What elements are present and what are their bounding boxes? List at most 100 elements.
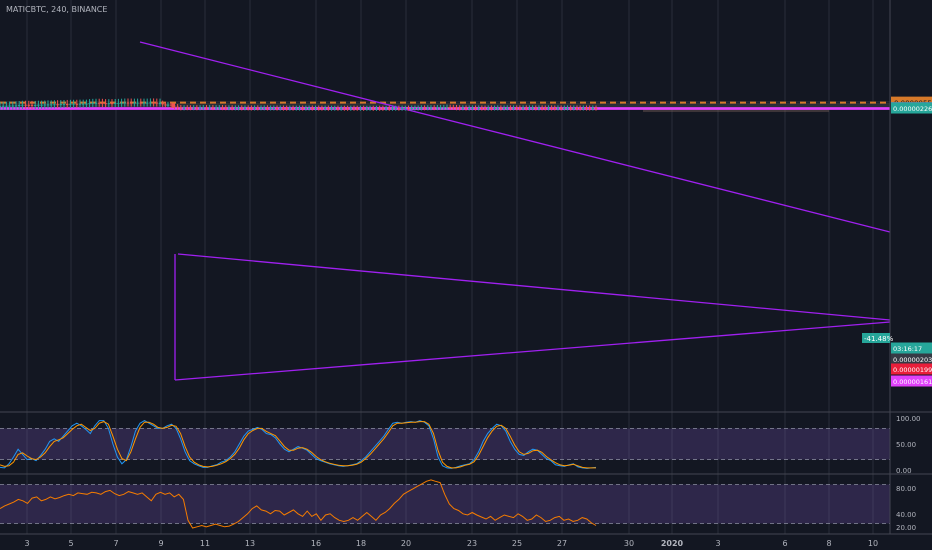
candle-body <box>512 107 515 109</box>
candle-body <box>493 107 496 109</box>
candle-body <box>189 107 192 109</box>
stoch-k-line <box>0 420 597 469</box>
candle-body <box>243 107 247 109</box>
osc-tick-label: 40.00 <box>896 511 916 519</box>
osc-tick-label: 50.00 <box>896 441 916 449</box>
candle-body <box>107 103 110 105</box>
candle-body <box>464 107 468 109</box>
candle-body <box>327 108 330 110</box>
rsi-line <box>0 479 597 529</box>
candle-body <box>256 107 259 109</box>
trend-line[interactable] <box>174 321 891 381</box>
candle-body <box>246 107 250 109</box>
candle-body <box>240 107 243 109</box>
candle-body <box>142 102 146 104</box>
trend-line[interactable] <box>177 253 891 321</box>
x-tick-label: 3 <box>24 539 29 548</box>
x-tick-label: 2020 <box>661 539 684 548</box>
candle-body <box>114 102 117 104</box>
candle-body <box>8 105 11 107</box>
candle-body <box>5 105 8 107</box>
candle-body <box>496 107 499 109</box>
stop-zone[interactable] <box>643 108 829 113</box>
candle-body <box>176 106 179 108</box>
candle-body <box>518 107 522 109</box>
candle-body <box>182 107 186 109</box>
candle-body <box>528 107 531 109</box>
trend-line[interactable] <box>139 41 891 233</box>
candle-body <box>43 104 46 106</box>
candle-body <box>237 107 240 109</box>
candle-body <box>413 107 417 109</box>
candle-body <box>349 108 352 110</box>
candle-body <box>133 102 136 104</box>
candle-body <box>66 103 69 105</box>
candle-body <box>2 105 5 107</box>
candle-body <box>487 107 490 109</box>
candle-body <box>72 103 75 105</box>
candle-body <box>164 104 167 106</box>
candle-body <box>227 107 231 109</box>
x-tick-label: 6 <box>782 539 787 548</box>
candle-body <box>98 102 101 104</box>
candle-body <box>158 103 162 105</box>
candle-body <box>186 107 189 109</box>
candle-body <box>458 107 461 109</box>
candle-body <box>0 105 2 107</box>
x-tick-label: 20 <box>401 539 411 548</box>
candle-body <box>397 108 401 110</box>
candle-body <box>499 107 503 109</box>
candle-body <box>202 107 205 109</box>
oscillators <box>0 420 597 529</box>
candle-body <box>515 107 518 109</box>
candle-body <box>85 103 88 105</box>
candle-body <box>455 107 458 109</box>
candle-body <box>161 103 164 105</box>
x-tick-label: 10 <box>868 539 878 548</box>
candle-body <box>170 104 173 106</box>
candle-body <box>179 107 183 109</box>
candle-body <box>198 107 202 109</box>
candles <box>0 98 598 111</box>
candle-body <box>378 108 381 110</box>
candle-body <box>166 104 170 106</box>
candle-body <box>585 107 588 109</box>
candle-body <box>471 107 474 109</box>
candle-body <box>359 108 362 110</box>
candle-body <box>594 107 598 109</box>
candle-body <box>544 107 547 109</box>
price-axis[interactable] <box>890 0 932 550</box>
candle-body <box>37 104 40 106</box>
price-label: 03:16:17 <box>893 345 922 353</box>
drawing-lines[interactable] <box>0 41 891 381</box>
candle-body <box>75 103 78 105</box>
osc-tick-label: 100.00 <box>896 415 921 423</box>
candle-body <box>301 108 304 110</box>
stoch-d-line <box>0 421 596 469</box>
candle-body <box>30 104 34 106</box>
candle-body <box>298 108 301 110</box>
candle-body <box>27 104 30 106</box>
candle-body <box>149 102 152 104</box>
price-label-bg <box>891 375 932 387</box>
osc-tick-label: 0.00 <box>896 467 912 475</box>
candle-body <box>356 108 359 110</box>
candle-body <box>69 103 72 105</box>
candle-body <box>320 108 324 110</box>
candle-body <box>426 107 429 109</box>
candle-body <box>53 104 56 106</box>
candle-body <box>400 108 404 110</box>
price-label: 0.00000203 <box>893 356 932 364</box>
candle-body <box>230 107 234 109</box>
candle-body <box>362 108 365 110</box>
x-tick-label: 23 <box>467 539 477 548</box>
candle-body <box>550 107 553 109</box>
candle-body <box>295 108 298 110</box>
candle-body <box>323 108 327 110</box>
candle-body <box>62 103 66 105</box>
candle-body <box>448 107 452 109</box>
x-tick-label: 11 <box>200 539 210 548</box>
candle-body <box>388 108 391 110</box>
